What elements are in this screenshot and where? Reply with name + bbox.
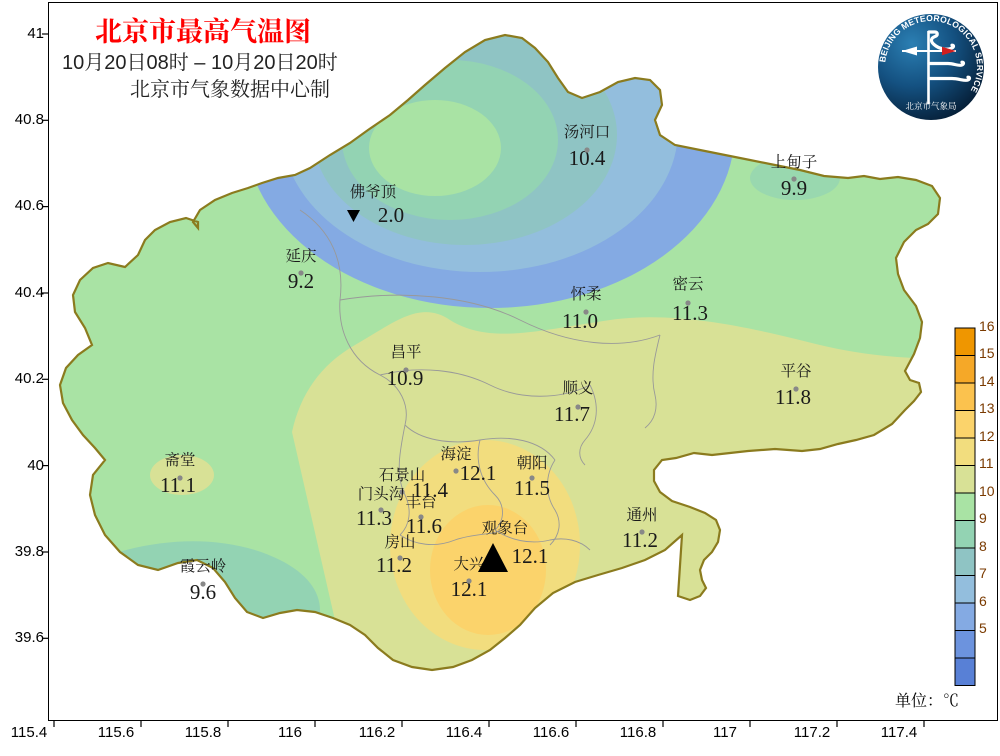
svg-text:上甸子: 上甸子	[771, 150, 818, 172]
svg-text:昌平: 昌平	[390, 340, 421, 362]
svg-text:观象台: 观象台	[482, 516, 529, 538]
svg-text:房山: 房山	[384, 530, 415, 552]
svg-text:11.0: 11.0	[562, 309, 598, 333]
svg-text:霞云岭: 霞云岭	[180, 554, 227, 576]
svg-text:11.7: 11.7	[554, 402, 590, 426]
svg-text:2.0: 2.0	[378, 203, 404, 227]
svg-text:朝阳: 朝阳	[516, 451, 547, 473]
svg-text:门头沟: 门头沟	[358, 482, 405, 504]
svg-text:通州: 通州	[626, 503, 657, 525]
svg-text:延庆: 延庆	[285, 244, 316, 266]
svg-text:12.1: 12.1	[512, 544, 549, 568]
svg-text:丰台: 丰台	[405, 490, 437, 512]
svg-text:密云: 密云	[672, 272, 704, 294]
svg-text:佛爷顶: 佛爷顶	[350, 180, 397, 202]
svg-text:12.1: 12.1	[460, 461, 497, 485]
svg-text:11.8: 11.8	[775, 385, 811, 409]
svg-text:汤河口: 汤河口	[564, 120, 611, 142]
svg-text:怀柔: 怀柔	[570, 282, 602, 304]
svg-text:北京市气象局: 北京市气象局	[905, 100, 956, 112]
svg-text:11.3: 11.3	[356, 506, 392, 530]
svg-text:11.2: 11.2	[376, 553, 412, 577]
svg-text:斋堂: 斋堂	[164, 448, 195, 470]
svg-text:顺义: 顺义	[562, 376, 593, 398]
svg-text:平谷: 平谷	[780, 359, 811, 381]
